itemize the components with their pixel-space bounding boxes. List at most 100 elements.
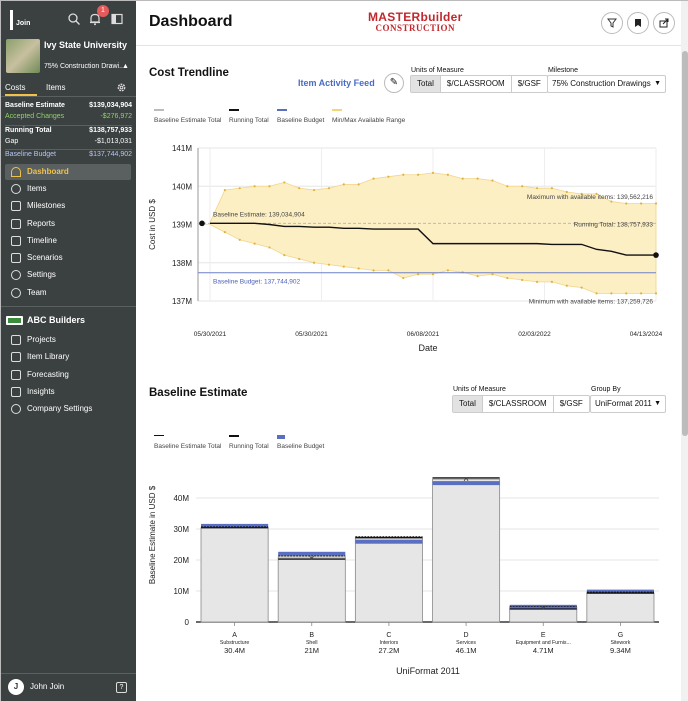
baseline-budget-label: Baseline Budget: 137,744,902 <box>213 279 300 286</box>
nav-company-settings[interactable]: Company Settings <box>5 401 131 417</box>
min-point <box>238 238 241 241</box>
nav-forecasting[interactable]: Forecasting <box>5 367 131 383</box>
min-point <box>402 276 405 280</box>
y-axis-title: Cost in USD $ <box>148 199 157 250</box>
header-divider <box>136 45 681 46</box>
scrollbar[interactable] <box>681 1 688 701</box>
min-point <box>312 261 316 264</box>
max-point <box>312 188 316 192</box>
search-icon[interactable] <box>67 12 81 26</box>
max-point <box>550 187 554 190</box>
baseline-units-classroom-option[interactable]: $/CLASSROOM <box>483 396 554 412</box>
max-point <box>491 179 494 182</box>
nav-label: Settings <box>27 270 56 279</box>
chevron-up-icon[interactable]: ▲ <box>122 63 129 70</box>
library-icon <box>11 352 21 362</box>
milestone-select[interactable]: 75% Construction Drawings ▼ <box>547 75 666 93</box>
budget-marker <box>278 551 346 556</box>
legend-label: Baseline Estimate Total <box>154 117 222 124</box>
max-point <box>283 181 286 184</box>
nav-dashboard[interactable]: Dashboard <box>5 164 131 180</box>
filter-button[interactable] <box>601 12 623 34</box>
user-name[interactable]: John Join <box>30 682 65 691</box>
category-name: Sitework <box>610 640 630 646</box>
nav-item-library[interactable]: Item Library <box>5 349 131 365</box>
legend-label: Running Total <box>229 443 269 450</box>
company-header[interactable]: ABC Builders <box>5 314 132 328</box>
project-name[interactable]: Ivy State University <box>44 40 128 50</box>
gear-icon[interactable] <box>116 82 127 93</box>
units-total-option[interactable]: Total <box>411 76 441 92</box>
tab-items[interactable]: Items <box>46 83 66 92</box>
end-point <box>653 252 659 258</box>
item-activity-feed-link[interactable]: Item Activity Feed <box>298 78 375 88</box>
category-value: 4.71M <box>533 646 554 655</box>
cost-accepted-changes: Accepted Changes -$276,972 <box>5 113 132 124</box>
brand-line-2: CONSTRUCTION <box>375 23 456 33</box>
share-button[interactable] <box>653 12 675 34</box>
project-thumbnail[interactable] <box>6 39 40 73</box>
bookmark-button[interactable] <box>627 12 649 34</box>
min-point <box>342 265 345 268</box>
baseline-units-segmented-control: Total $/CLASSROOM $/GSF <box>452 395 590 413</box>
y-tick-label: 139M <box>172 221 192 230</box>
category-code: A <box>232 632 237 639</box>
max-point <box>387 175 390 178</box>
min-point <box>372 269 375 272</box>
category-value: 9.34M <box>610 646 631 655</box>
nav-team[interactable]: Team <box>5 285 131 301</box>
avatar[interactable]: J <box>8 679 24 695</box>
bell-icon[interactable] <box>88 12 102 26</box>
tab-costs[interactable]: Costs <box>5 80 37 96</box>
change-arrowhead <box>540 605 546 610</box>
baseline-units-total-option[interactable]: Total <box>453 396 483 412</box>
nav-projects[interactable]: Projects <box>5 332 131 348</box>
nav-milestones[interactable]: Milestones <box>5 198 131 214</box>
min-point <box>506 276 509 280</box>
max-point <box>268 185 271 188</box>
x-tick-label: 04/13/2024 <box>630 331 663 338</box>
min-point <box>610 292 613 295</box>
y-tick-label: 30M <box>173 525 189 534</box>
budget-marker <box>586 589 654 594</box>
bar-legend-baseline-estimate: Baseline Estimate Total <box>154 435 221 450</box>
nav-scenarios[interactable]: Scenarios <box>5 250 131 266</box>
project-milestone[interactable]: 75% Construction Drawi... <box>44 63 125 70</box>
nav-settings[interactable]: Settings <box>5 267 131 283</box>
cost-value: -$276,972 <box>100 113 132 120</box>
nav-timeline[interactable]: Timeline <box>5 233 131 249</box>
max-point <box>357 183 360 186</box>
edit-button[interactable]: ✎ <box>384 73 404 93</box>
running-total-annotation: Running Total: 138,757,933 <box>574 221 654 228</box>
notification-badge: 1 <box>97 5 109 17</box>
baseline-units-gsf-option[interactable]: $/GSF <box>559 399 583 408</box>
nav-insights[interactable]: Insights <box>5 384 131 400</box>
legend-label: Min/Max Available Range <box>332 117 406 124</box>
min-point <box>654 292 658 295</box>
min-point <box>417 273 420 276</box>
cost-label: Gap <box>5 138 19 145</box>
y-tick-label: 10M <box>173 587 189 596</box>
max-point <box>654 202 658 205</box>
nav-reports[interactable]: Reports <box>5 216 131 232</box>
join-logo-icon[interactable] <box>10 10 13 30</box>
max-point <box>327 187 331 190</box>
min-point <box>491 273 494 276</box>
nav-items[interactable]: Items <box>5 181 131 197</box>
scrollbar-thumb[interactable] <box>682 51 688 436</box>
x-tick-label: 05/30/2021 <box>295 331 328 338</box>
min-point <box>283 254 286 257</box>
nav-label: Insights <box>27 387 55 396</box>
collapse-sidebar-icon[interactable] <box>110 12 124 26</box>
units-classroom-option[interactable]: $/CLASSROOM <box>441 76 512 92</box>
help-icon[interactable]: ? <box>116 682 127 693</box>
group-by-select[interactable]: UniFormat 2011 ▼ <box>590 395 666 413</box>
max-point <box>431 171 435 174</box>
logo-text[interactable]: Join <box>16 20 31 27</box>
units-gsf-option[interactable]: $/GSF <box>517 79 541 88</box>
min-point <box>550 280 554 283</box>
max-annotation: Maximum with available items: 139,562,21… <box>527 194 653 201</box>
max-point <box>342 183 345 186</box>
change-arrowhead <box>463 477 469 482</box>
dashboard-icon <box>11 167 21 177</box>
